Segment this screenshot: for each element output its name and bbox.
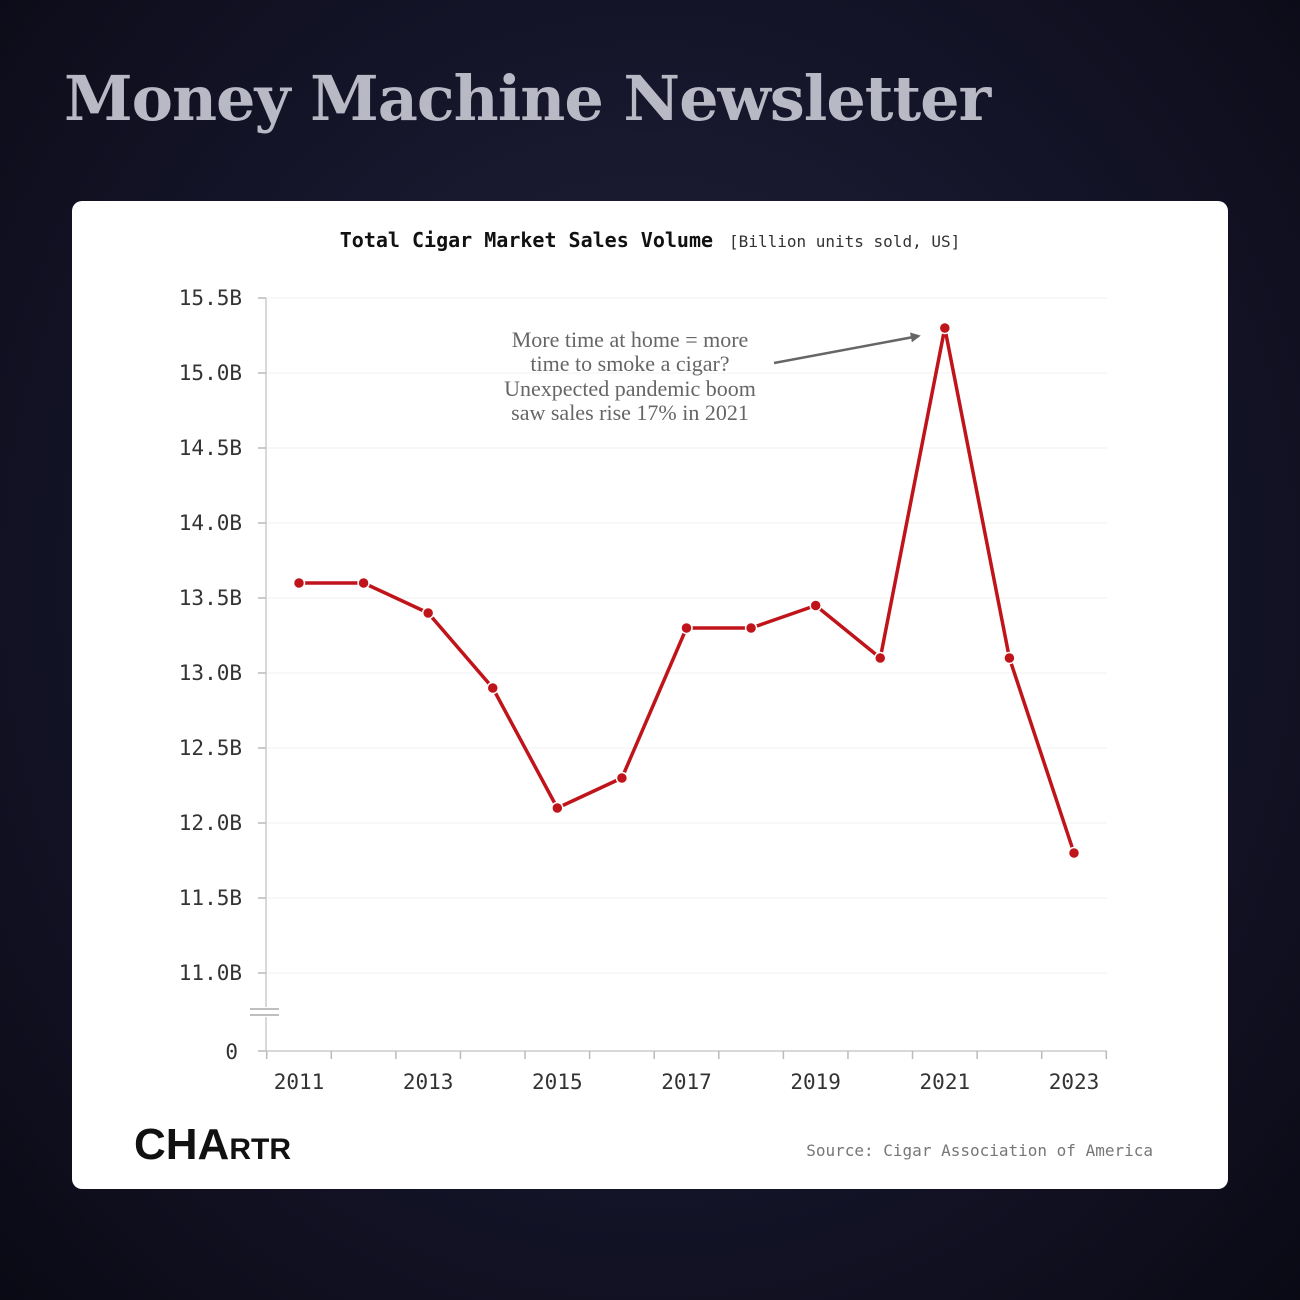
y-tick-label: 15.0B (179, 361, 242, 385)
annotation-arrow (773, 332, 921, 365)
x-axis-ticks: 2011 2013 2015 2017 2019 2021 2023 (265, 1051, 1108, 1094)
axes (250, 298, 1107, 1052)
y-tick-label-zero: 0 (225, 1040, 238, 1064)
newsletter-title: Money Machine Newsletter (64, 62, 991, 135)
x-tick-label: 2017 (661, 1070, 712, 1094)
line-chart: Total Cigar Market Sales Volume [Billion… (134, 228, 1153, 1169)
y-tick-label: 13.5B (179, 586, 242, 610)
data-point (680, 621, 693, 635)
x-tick-label: 2013 (403, 1070, 454, 1094)
data-point (421, 606, 435, 620)
data-point (292, 576, 306, 590)
chart-card: Total Cigar Market Sales Volume [Billion… (72, 201, 1228, 1189)
y-tick-label: 11.0B (179, 961, 242, 985)
y-tick-label: 15.5B (179, 286, 242, 310)
data-point (938, 321, 952, 335)
chart-title-units: [Billion units sold, US] (729, 232, 960, 251)
y-axis-ticks: 11.0B 11.5B 12.0B 12.5B 13.0B 13.5B 14.0B 14.5B… (179, 286, 266, 1064)
data-point (357, 576, 370, 590)
data-points (292, 321, 1081, 860)
data-point (744, 621, 758, 635)
x-tick-label: 2019 (790, 1070, 841, 1094)
y-tick-label: 13.0B (179, 661, 242, 685)
data-point (1003, 651, 1016, 665)
y-tick-label: 14.5B (179, 436, 242, 460)
chart-title: Total Cigar Market Sales Volume [Billion… (340, 228, 960, 252)
data-point (486, 681, 499, 695)
data-point (874, 651, 887, 665)
annotation-line-2: time to smoke a cigar? (530, 351, 729, 376)
y-tick-label: 14.0B (179, 511, 242, 535)
grid-lines (266, 297, 1107, 974)
x-tick-label: 2021 (920, 1070, 971, 1094)
x-tick-label: 2015 (532, 1070, 583, 1094)
data-point (551, 801, 564, 815)
x-tick-label: 2023 (1049, 1070, 1100, 1094)
annotation-line-1: More time at home = more (512, 327, 749, 352)
chartr-logo: CHARTR (134, 1120, 291, 1169)
y-tick-label: 11.5B (179, 886, 242, 910)
x-tick-label: 2011 (274, 1070, 325, 1094)
annotation: More time at home = more time to smoke a… (504, 327, 921, 425)
y-tick-label: 12.5B (179, 736, 242, 760)
annotation-line-4: saw sales rise 17% in 2021 (511, 400, 749, 425)
source-note: Source: Cigar Association of America (806, 1141, 1153, 1160)
data-point (809, 599, 822, 612)
data-point (615, 771, 629, 785)
data-point (1067, 846, 1081, 860)
chartr-logo-text: CHARTR (134, 1120, 291, 1169)
annotation-line-3: Unexpected pandemic boom (504, 376, 756, 401)
chart-title-main: Total Cigar Market Sales Volume (340, 228, 713, 252)
y-tick-label: 12.0B (179, 811, 242, 835)
